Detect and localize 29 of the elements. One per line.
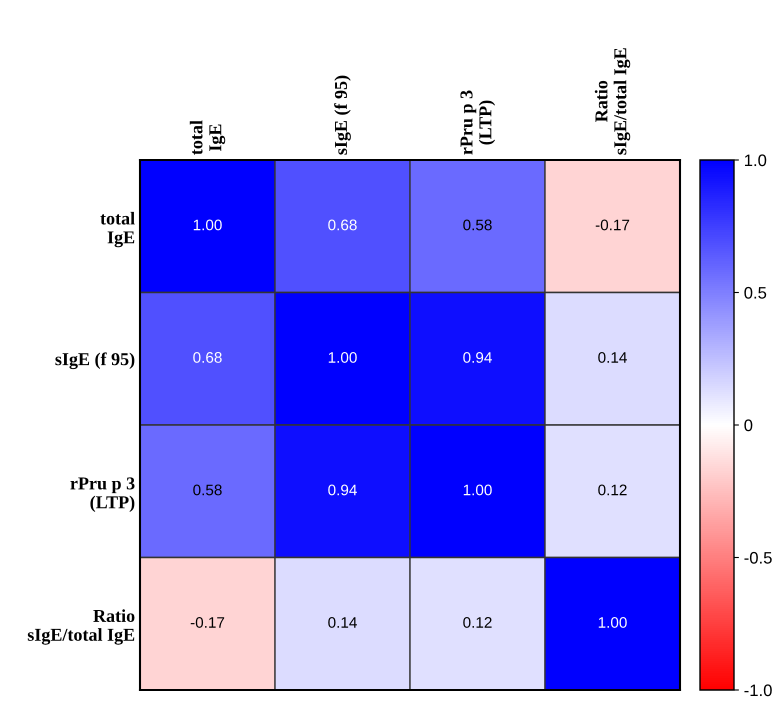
data-label: 0.58 (463, 220, 492, 230)
x-tick-label: Ratio sIgE/total IgE (594, 48, 630, 155)
data-label: 0.14 (328, 617, 357, 628)
data-label: 0.68 (328, 220, 357, 230)
x-tick-label: total IgE (190, 120, 226, 155)
data-label: 0.94 (463, 352, 492, 363)
color-bar-label: 1.0 (744, 154, 766, 166)
data-label: 1.00 (328, 352, 357, 363)
y-tick-label: rPru p 3 (LTP) (70, 477, 135, 512)
data-label: -0.17 (596, 220, 630, 230)
data-label: -0.17 (190, 617, 224, 628)
y-tick-label: total IgE (100, 212, 135, 248)
data-label: 0.12 (463, 617, 492, 628)
data-label: 0.58 (193, 484, 222, 496)
data-label: 0.12 (598, 484, 627, 496)
data-label: 1.00 (194, 220, 222, 230)
color-bar-label: -1.0 (744, 684, 772, 696)
y-tick-label: sIgE (f 95) (55, 352, 134, 370)
color-bar-label: 0.5 (744, 286, 766, 299)
data-label: 0.94 (328, 484, 357, 496)
data-label: 1.00 (598, 617, 627, 628)
x-tick-label: rPru p 3 (LTP) (460, 90, 496, 155)
data-label: 0.68 (193, 352, 222, 363)
color-bar-label: -0.5 (744, 552, 772, 564)
color-bar-label: 0 (744, 419, 752, 432)
y-tick-label: Ratio sIgE/total IgE (28, 609, 134, 645)
data-label: 0.14 (598, 352, 627, 363)
x-tick-label: sIgE (f 95) (334, 76, 351, 155)
data-label: 1.00 (464, 484, 492, 496)
